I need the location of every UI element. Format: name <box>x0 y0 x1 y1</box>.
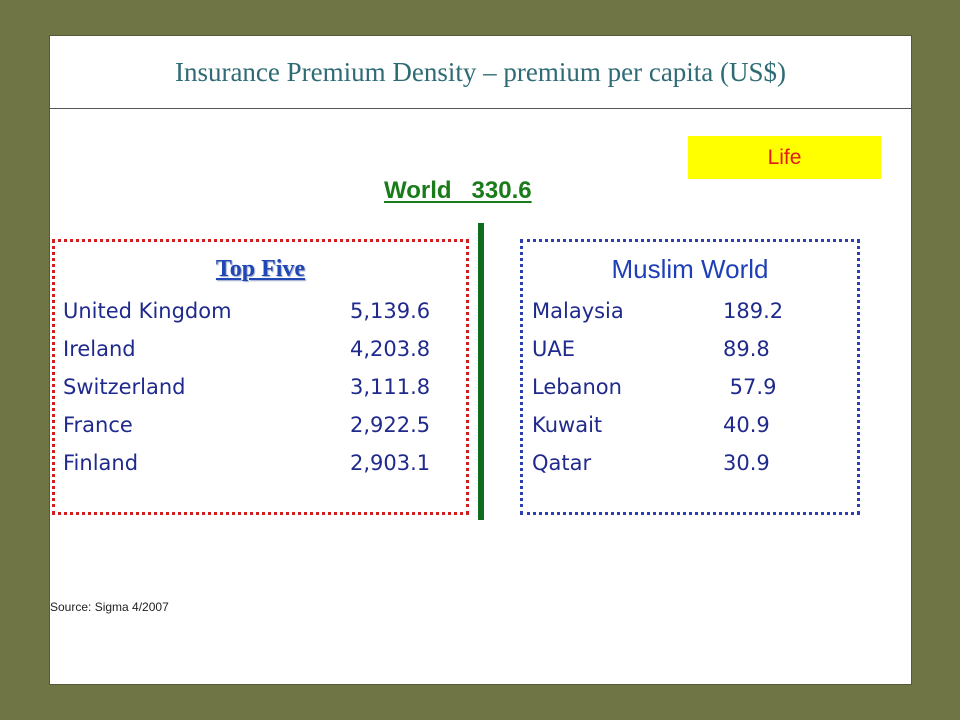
list-item: Malaysia 189.2 <box>523 292 857 330</box>
list-item: Switzerland 3,111.8 <box>55 368 466 406</box>
muslim-world-heading: Muslim World <box>611 254 769 284</box>
list-item: France 2,922.5 <box>55 406 466 444</box>
country-name: Finland <box>63 451 139 475</box>
life-badge: Life <box>688 136 881 179</box>
center-divider <box>478 223 484 520</box>
source-note: Source: Sigma 4/2007 <box>50 600 169 614</box>
list-item: Ireland 4,203.8 <box>55 330 466 368</box>
title-bar: Insurance Premium Density – premium per … <box>50 36 911 109</box>
premium-value: 2,922.5 <box>350 413 431 437</box>
premium-value: 4,203.8 <box>350 337 431 361</box>
country-name: Ireland <box>63 337 136 361</box>
country-name: UAE <box>532 337 576 361</box>
premium-value: 3,111.8 <box>350 375 431 399</box>
premium-value: 89.8 <box>723 337 770 361</box>
country-name: Lebanon <box>532 375 622 399</box>
premium-value: 2,903.1 <box>350 451 431 475</box>
premium-value: 30.9 <box>723 451 770 475</box>
country-name: France <box>63 413 133 437</box>
country-name: Malaysia <box>532 299 624 323</box>
premium-value: 5,139.6 <box>350 299 431 323</box>
top-five-list: United Kingdom 5,139.6 Ireland 4,203.8 S… <box>55 292 466 482</box>
list-item: Kuwait 40.9 <box>523 406 857 444</box>
country-name: Kuwait <box>532 413 603 437</box>
top-five-heading: Top Five <box>215 256 306 282</box>
country-name: Switzerland <box>63 375 186 399</box>
list-item: Finland 2,903.1 <box>55 444 466 482</box>
premium-value: 189.2 <box>723 299 784 323</box>
country-name: Qatar <box>532 451 592 475</box>
list-item: United Kingdom 5,139.6 <box>55 292 466 330</box>
premium-value: 57.9 <box>723 375 777 399</box>
muslim-world-box: Muslim World Malaysia 189.2 UAE 89.8 Leb… <box>520 239 860 515</box>
top-five-box: Top Five United Kingdom 5,139.6 Ireland … <box>52 239 469 515</box>
premium-value: 40.9 <box>723 413 770 437</box>
slide-title: Insurance Premium Density – premium per … <box>174 56 787 87</box>
list-item: UAE 89.8 <box>523 330 857 368</box>
country-name: United Kingdom <box>63 299 232 323</box>
muslim-world-list: Malaysia 189.2 UAE 89.8 Lebanon 57.9 Kuw… <box>523 292 857 482</box>
world-figure: World 330.6 <box>384 177 532 204</box>
list-item: Qatar 30.9 <box>523 444 857 482</box>
slide: Insurance Premium Density – premium per … <box>49 35 912 685</box>
list-item: Lebanon 57.9 <box>523 368 857 406</box>
